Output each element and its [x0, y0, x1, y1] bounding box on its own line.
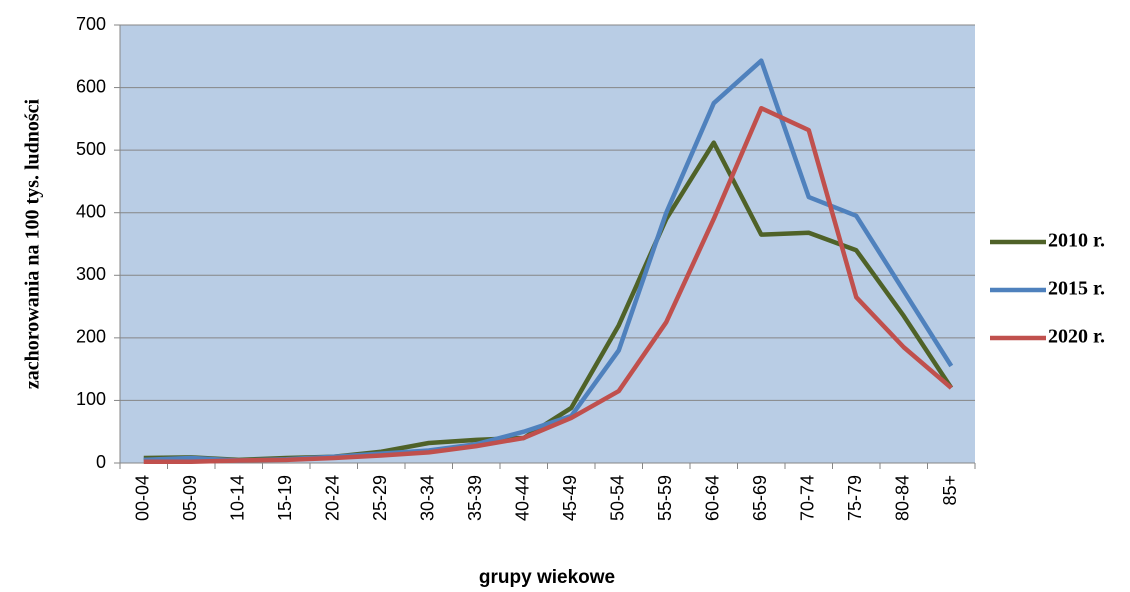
x-tick-label: 30-34	[418, 475, 438, 521]
x-tick-label: 55-59	[655, 475, 675, 521]
series-line	[143, 105, 953, 464]
x-tick-label: 05-09	[180, 475, 200, 521]
plot-area	[120, 25, 975, 463]
legend-label: 2020 r.	[1048, 326, 1105, 348]
x-tick-label: 25-29	[370, 475, 390, 521]
y-axis-label: zachorowania na 100 tys. ludności	[22, 98, 44, 389]
x-tick-label: 20-24	[323, 475, 343, 521]
x-tick-label: 35-39	[465, 475, 485, 521]
x-axis-label: grupy wiekowe	[479, 567, 615, 588]
y-tick-label: 200	[76, 327, 106, 347]
x-tick-label: 85+	[940, 475, 960, 506]
x-tick-label: 40-44	[513, 475, 533, 521]
x-tick-label: 45-49	[560, 475, 580, 521]
x-tick-label: 10-14	[228, 475, 248, 521]
y-tick-label: 500	[76, 139, 106, 159]
x-tick-label: 60-64	[703, 475, 723, 521]
x-tick-label: 15-19	[275, 475, 295, 521]
x-tick-label: 00-04	[133, 475, 153, 521]
x-tick-label: 80-84	[893, 475, 913, 521]
y-tick-label: 700	[76, 14, 106, 34]
y-tick-label: 300	[76, 264, 106, 284]
legend-label: 2015 r.	[1048, 278, 1105, 300]
y-tick-label: 100	[76, 389, 106, 409]
y-tick-label: 400	[76, 201, 106, 221]
y-tick-label: 600	[76, 76, 106, 96]
y-tick-label: 0	[96, 452, 106, 472]
x-tick-label: 50-54	[608, 475, 628, 521]
x-tick-label: 70-74	[798, 475, 818, 521]
x-tick-label: 75-79	[845, 475, 865, 521]
x-tick-label: 65-69	[750, 475, 770, 521]
legend-label: 2010 r.	[1048, 230, 1105, 252]
